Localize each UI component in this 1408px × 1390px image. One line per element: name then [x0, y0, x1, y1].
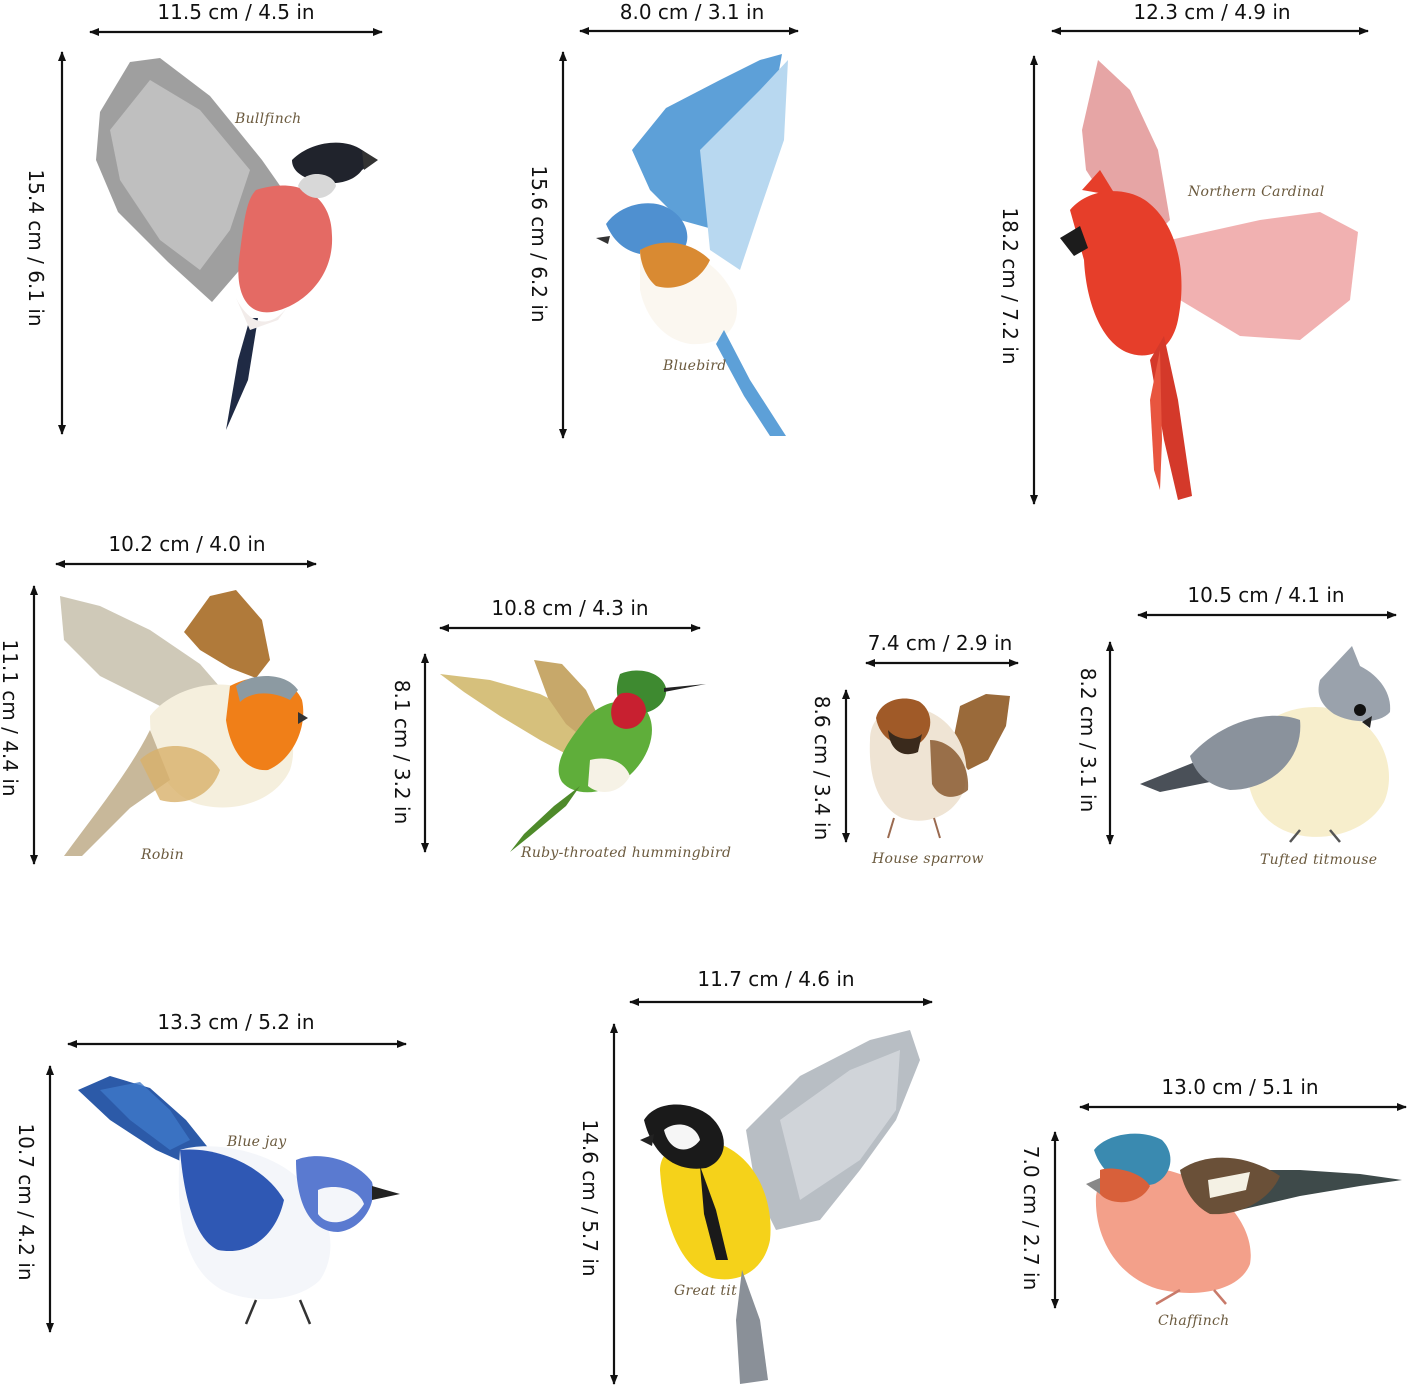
height-label-bluejay: 10.7 cm / 4.2 in — [14, 1123, 38, 1281]
robin-illustration — [60, 590, 308, 856]
height-label-sparrow: 8.6 cm / 3.4 in — [810, 695, 834, 841]
species-label-bullfinch: Bullfinch — [235, 111, 302, 127]
width-label-greattit: 11.7 cm / 4.6 in — [697, 967, 855, 991]
width-label-chaffinch: 13.0 cm / 5.1 in — [1161, 1075, 1319, 1099]
species-label-sparrow: House sparrow — [872, 851, 984, 867]
height-label-robin: 11.1 cm / 4.4 in — [0, 639, 22, 797]
bluejay-illustration — [78, 1076, 400, 1325]
height-label-titmouse: 8.2 cm / 3.1 in — [1076, 667, 1100, 813]
height-label-chaffinch: 7.0 cm / 2.7 in — [1019, 1145, 1043, 1291]
sparrow-illustration — [869, 694, 1010, 839]
width-label-sparrow: 7.4 cm / 2.9 in — [867, 631, 1013, 655]
species-label-greattit: Great tit — [674, 1283, 738, 1299]
species-label-bluejay: Blue jay — [227, 1134, 287, 1150]
width-label-bullfinch: 11.5 cm / 4.5 in — [157, 0, 315, 24]
species-label-hummingbird: Ruby-throated hummingbird — [521, 845, 732, 861]
height-label-hummingbird: 8.1 cm / 3.2 in — [390, 679, 414, 825]
height-label-bluebird: 15.6 cm / 6.2 in — [527, 165, 551, 323]
chaffinch-illustration — [1086, 1133, 1402, 1306]
width-label-bluejay: 13.3 cm / 5.2 in — [157, 1010, 315, 1034]
hummingbird-illustration — [440, 660, 706, 852]
width-label-robin: 10.2 cm / 4.0 in — [108, 532, 266, 556]
species-label-chaffinch: Chaffinch — [1158, 1313, 1230, 1329]
species-label-bluebird: Bluebird — [663, 358, 727, 374]
species-label-robin: Robin — [141, 847, 184, 863]
width-label-cardinal: 12.3 cm / 4.9 in — [1133, 0, 1291, 24]
bullfinch-illustration — [96, 58, 378, 430]
height-label-cardinal: 18.2 cm / 7.2 in — [998, 207, 1022, 365]
species-label-cardinal: Northern Cardinal — [1188, 184, 1325, 200]
titmouse-illustration — [1140, 646, 1391, 843]
width-label-titmouse: 10.5 cm / 4.1 in — [1187, 583, 1345, 607]
greattit-illustration — [640, 1030, 920, 1384]
width-label-bluebird: 8.0 cm / 3.1 in — [619, 0, 765, 24]
bluebird-illustration — [596, 54, 788, 436]
height-label-bullfinch: 15.4 cm / 6.1 in — [24, 169, 48, 327]
width-label-hummingbird: 10.8 cm / 4.3 in — [491, 596, 649, 620]
species-label-titmouse: Tufted titmouse — [1260, 852, 1378, 868]
height-label-greattit: 14.6 cm / 5.7 in — [578, 1119, 602, 1277]
cardinal-illustration — [1060, 60, 1358, 500]
